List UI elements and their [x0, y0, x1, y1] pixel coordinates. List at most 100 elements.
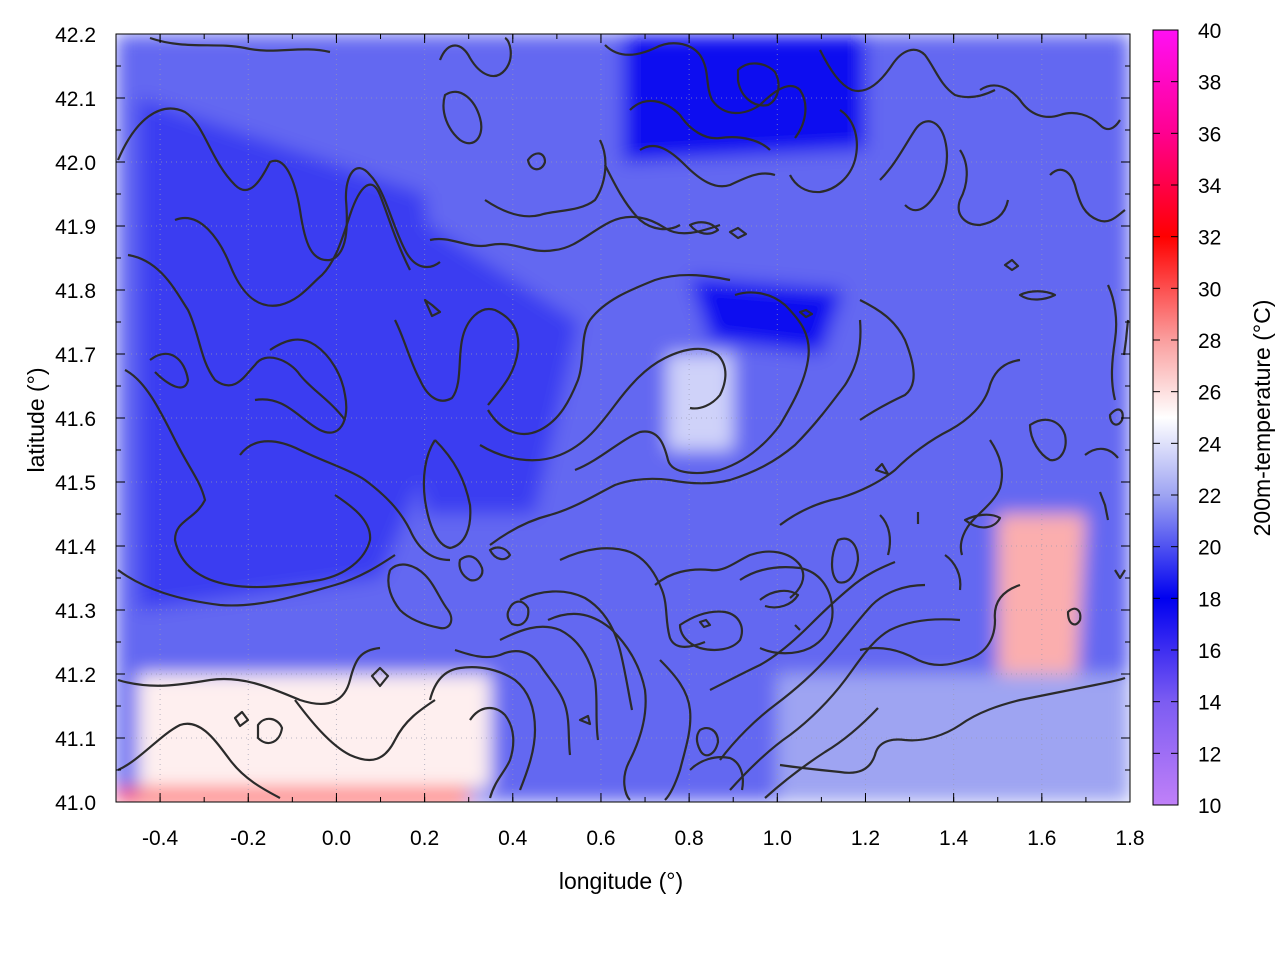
x-tick-label: 0.2: [410, 827, 439, 850]
temperature-cell: [138, 674, 491, 790]
grid-lines: [116, 34, 1130, 802]
contour-line: [499, 625, 600, 741]
contour-line: [1122, 319, 1130, 356]
contour-line: [487, 273, 731, 435]
contour-line: [574, 291, 810, 475]
y-tick-label: 41.0: [55, 792, 96, 815]
contour-line: [879, 514, 891, 556]
contour-line: [959, 439, 1004, 556]
x-tick-label: 1.6: [1027, 827, 1056, 850]
contour-line: [1003, 258, 1020, 272]
contour-line: [759, 589, 800, 609]
y-axis-label: latitude (°): [23, 367, 49, 472]
contour-line: [428, 666, 537, 791]
contour-line: [117, 646, 381, 705]
contour-line: [233, 710, 250, 728]
y-tick-label: 41.9: [55, 216, 96, 239]
contour-line: [547, 612, 647, 801]
contour-line: [438, 36, 512, 78]
contour-line: [1028, 418, 1067, 462]
contour-line: [1049, 168, 1126, 223]
contour-line: [149, 36, 331, 54]
contour-line: [654, 550, 805, 599]
x-axis-label: longitude (°): [559, 868, 683, 894]
contour-line: [709, 560, 896, 691]
contour-line: [604, 42, 807, 139]
temperature-cell: [623, 34, 866, 162]
colorbar-tick-label: 30: [1198, 278, 1221, 301]
colorbar-gradient: [1152, 29, 1179, 806]
colorbar-tick-label: 16: [1198, 640, 1221, 663]
contour-line: [116, 107, 441, 269]
contour-line: [874, 462, 890, 476]
contour-line: [519, 590, 634, 711]
y-tick-label: 41.4: [55, 536, 96, 559]
x-tick-label: 1.4: [939, 827, 969, 850]
contour-line: [484, 139, 607, 218]
contour-line: [604, 164, 681, 231]
contour-line: [422, 439, 472, 550]
contour-line: [506, 600, 530, 627]
temperature-cell: [138, 98, 447, 610]
x-axis: -0.4 -0.2 0.0 0.2 0.4 0.6 0.8 1.0 1.2 1.4 1.6 1.8: [115, 34, 1145, 850]
contour-line: [578, 714, 592, 726]
contour-line: [370, 666, 390, 688]
x-tick-label: 0.0: [322, 827, 351, 850]
contour-line: [764, 707, 879, 799]
temperature-cell: [667, 354, 734, 450]
x-tick-label: 1.0: [763, 827, 792, 850]
colorbar-tick-label: 26: [1198, 382, 1221, 405]
y-tick-label: 41.1: [55, 728, 96, 751]
colorbar-tick-label: 38: [1198, 72, 1221, 95]
contour-line: [659, 659, 692, 801]
contour-line: [944, 554, 962, 591]
contour-line: [728, 226, 748, 240]
contour-line: [1018, 290, 1057, 301]
contour-line: [479, 347, 727, 462]
colorbar-tick-label: 14: [1198, 692, 1222, 715]
colorbar-tick-label: 28: [1198, 330, 1221, 353]
contour-line: [149, 352, 190, 389]
contour-line: [1114, 569, 1126, 580]
contour-line: [1098, 491, 1110, 521]
y-tick-label: 42.1: [55, 88, 96, 111]
colorbar-tick-label: 22: [1198, 485, 1221, 508]
contour-line: [629, 99, 771, 151]
y-tick-label: 42.2: [55, 24, 96, 47]
contour-line: [678, 610, 743, 651]
contour-line: [254, 338, 348, 434]
temperature-cell: [777, 674, 1130, 802]
contour-line: [1084, 447, 1119, 459]
y-axis: 41.0 41.1 41.2 41.3 41.4 41.5 41.6 41.7 41.8 41.9…: [55, 24, 1130, 815]
y-tick-label: 41.3: [55, 600, 96, 623]
contour-line: [117, 554, 396, 607]
contour-line: [779, 358, 1021, 526]
contour-line: [458, 555, 484, 582]
x-tick-label: 0.4: [498, 827, 528, 850]
contour-line: [423, 298, 442, 318]
contour-line: [559, 547, 706, 648]
contour-line: [736, 62, 780, 107]
contour-line: [124, 369, 372, 589]
contour-line: [729, 618, 961, 791]
contour-line: [698, 618, 712, 629]
y-tick-label: 41.2: [55, 664, 96, 687]
contour-line: [859, 299, 915, 421]
colorbar: 10 12 14 16 18 20 22 24 26 28 30 32 34 36 38 40 200m-te…: [1152, 20, 1275, 818]
colorbar-tick-label: 24: [1198, 433, 1222, 456]
contour-line: [394, 307, 520, 406]
colorbar-tick-label: 32: [1198, 227, 1221, 250]
contour-line: [819, 48, 996, 99]
contour-line: [789, 109, 858, 194]
colorbar-tick-label: 40: [1198, 20, 1221, 43]
colorbar-tick-label: 20: [1198, 537, 1221, 560]
contour-line: [1066, 607, 1082, 626]
contour-line: [127, 253, 346, 421]
x-tick-label: 1.2: [851, 827, 880, 850]
contour-line: [639, 144, 776, 188]
contour-line: [979, 84, 1121, 131]
contour-line: [689, 756, 744, 791]
contour-line: [963, 513, 1002, 529]
y-tick-label: 41.7: [55, 344, 96, 367]
